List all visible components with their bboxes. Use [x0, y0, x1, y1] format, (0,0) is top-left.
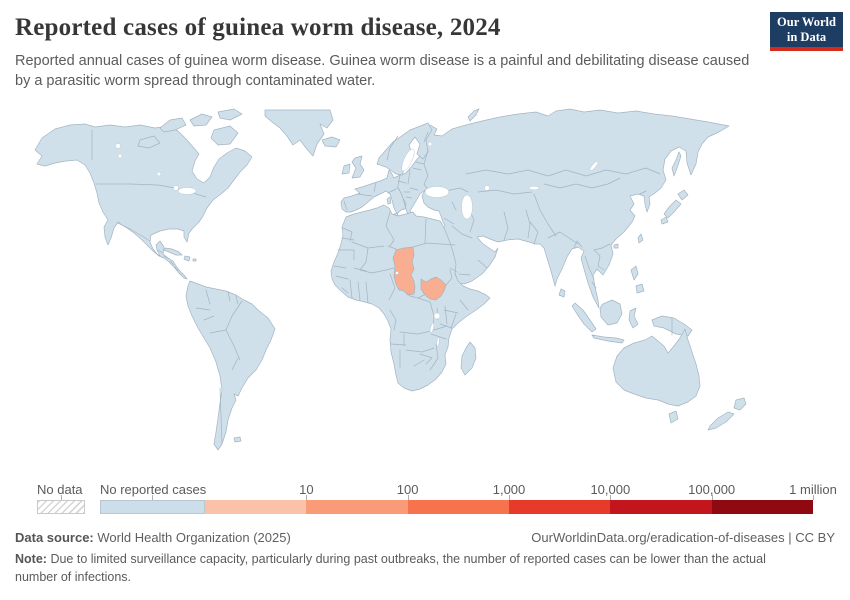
country-new-zealand: [733, 397, 747, 411]
world-map: [15, 106, 835, 478]
no-data-label: No data: [37, 482, 83, 497]
country-north-america: [34, 123, 253, 280]
legend-gradient-bar: [205, 500, 813, 514]
footnote: Note: Due to limited surveillance capaci…: [15, 551, 773, 586]
legend-tick: [813, 495, 814, 500]
legend-segment-1-000[interactable]: [407, 500, 509, 514]
legend-segment-100-000[interactable]: [610, 500, 712, 514]
owid-logo[interactable]: Our World in Data: [770, 12, 843, 51]
country-chad[interactable]: [392, 246, 416, 296]
page-title: Reported cases of guinea worm disease, 2…: [15, 14, 501, 41]
country-eurasia: [340, 108, 730, 309]
legend-tick: [711, 495, 713, 500]
data-source-value: World Health Organization (2025): [97, 530, 291, 545]
legend-tick: [509, 495, 510, 500]
chart-subtitle: Reported annual cases of guinea worm dis…: [15, 53, 750, 89]
country-south-sudan[interactable]: [420, 276, 447, 301]
country-africa: [330, 204, 491, 392]
no-reported-cases-label: No reported cases: [100, 482, 207, 497]
map-legend: No data No reported cases 10 100 1,000 10,0…: [0, 481, 850, 517]
legend-segment-100[interactable]: [306, 500, 408, 514]
owid-link[interactable]: OurWorldinData.org/eradication-of-diseas…: [531, 530, 835, 545]
country-australia: [612, 328, 701, 407]
map-landmasses[interactable]: [34, 108, 747, 451]
no-data-swatch[interactable]: [37, 500, 85, 514]
no-reported-cases-tick: [152, 495, 153, 500]
legend-tick-label: 10,000: [590, 482, 631, 497]
legend-tick: [306, 495, 308, 500]
legend-segment-10-000[interactable]: [508, 500, 611, 514]
legend-tick-label: 100: [396, 482, 419, 497]
legend-tick-label: 10: [299, 482, 314, 497]
legend-tick-label: 100,000: [688, 482, 736, 497]
country-south-america: [185, 280, 276, 451]
legend-tick: [610, 495, 612, 500]
data-source: Data source: World Health Organization (…: [15, 530, 291, 545]
country-greenland: [264, 109, 334, 157]
footnote-text: Due to limited surveillance capacity, pa…: [15, 552, 766, 584]
chart-footer: Data source: World Health Organization (…: [15, 530, 835, 586]
data-source-label: Data source:: [15, 530, 94, 545]
no-reported-cases-swatch[interactable]: [100, 500, 205, 514]
legend-tick-label: 1,000: [492, 482, 526, 497]
country-united-kingdom: [351, 155, 365, 179]
footnote-label: Note:: [15, 552, 47, 566]
lakes: [115, 141, 599, 347]
legend-segment-1-million[interactable]: [711, 500, 813, 514]
country-iceland: [321, 136, 341, 148]
legend-segment-10[interactable]: [205, 500, 307, 514]
legend-tick-label: 1 million: [789, 482, 837, 497]
country-madagascar: [460, 341, 477, 376]
country-japan: [677, 189, 689, 201]
no-data-tick: [61, 495, 62, 500]
legend-tick: [407, 495, 409, 500]
country-ireland: [341, 163, 351, 175]
